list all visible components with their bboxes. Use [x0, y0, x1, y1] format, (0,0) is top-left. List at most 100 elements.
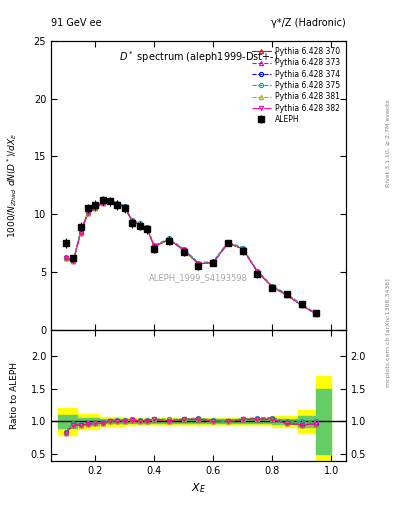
Pythia 6.428 375: [108, 197, 112, 203]
Pythia 6.428 374: [145, 225, 149, 231]
Pythia 6.428 373: [182, 247, 186, 253]
Pythia 6.428 374: [64, 255, 68, 261]
Pythia 6.428 374: [123, 204, 127, 210]
Pythia 6.428 374: [152, 243, 156, 249]
Pythia 6.428 382: [211, 260, 215, 266]
Pythia 6.428 382: [299, 302, 304, 308]
Pythia 6.428 370: [108, 198, 112, 204]
Pythia 6.428 381: [100, 200, 105, 206]
Pythia 6.428 370: [78, 229, 83, 236]
Pythia 6.428 375: [130, 217, 134, 223]
Pythia 6.428 375: [270, 283, 275, 289]
Pythia 6.428 381: [93, 205, 98, 211]
Pythia 6.428 382: [152, 243, 156, 249]
Pythia 6.428 382: [86, 210, 90, 216]
Pythia 6.428 381: [115, 201, 120, 207]
Pythia 6.428 382: [108, 198, 112, 204]
Pythia 6.428 373: [314, 311, 319, 317]
Pythia 6.428 381: [182, 247, 186, 253]
Pythia 6.428 381: [86, 210, 90, 216]
Pythia 6.428 373: [226, 240, 230, 246]
Pythia 6.428 373: [93, 205, 98, 211]
Pythia 6.428 381: [123, 204, 127, 210]
Pythia 6.428 373: [285, 292, 289, 298]
Pythia 6.428 370: [226, 240, 230, 246]
Pythia 6.428 381: [314, 311, 319, 317]
Pythia 6.428 374: [93, 205, 98, 211]
Pythia 6.428 374: [137, 222, 142, 228]
Pythia 6.428 373: [64, 255, 68, 261]
Pythia 6.428 370: [93, 205, 98, 211]
Pythia 6.428 370: [86, 210, 90, 216]
Pythia 6.428 381: [78, 229, 83, 236]
Pythia 6.428 373: [167, 237, 171, 243]
Text: Rivet 3.1.10, ≥ 2.7M events: Rivet 3.1.10, ≥ 2.7M events: [386, 99, 391, 187]
Pythia 6.428 370: [115, 201, 120, 207]
Pythia 6.428 375: [137, 220, 142, 226]
Pythia 6.428 375: [93, 204, 98, 210]
Text: ALEPH_1999_S4193598: ALEPH_1999_S4193598: [149, 273, 248, 282]
X-axis label: $X_E$: $X_E$: [191, 481, 206, 495]
Pythia 6.428 370: [270, 284, 275, 290]
Pythia 6.428 370: [299, 302, 304, 308]
Pythia 6.428 382: [100, 200, 105, 206]
Pythia 6.428 381: [64, 255, 68, 261]
Pythia 6.428 370: [196, 261, 201, 267]
Pythia 6.428 382: [137, 222, 142, 228]
Pythia 6.428 374: [299, 302, 304, 308]
Pythia 6.428 382: [241, 246, 245, 252]
Pythia 6.428 373: [196, 261, 201, 267]
Pythia 6.428 375: [255, 268, 260, 274]
Pythia 6.428 382: [226, 240, 230, 246]
Pythia 6.428 374: [71, 259, 75, 265]
Pythia 6.428 373: [211, 260, 215, 266]
Pythia 6.428 374: [255, 269, 260, 275]
Line: Pythia 6.428 370: Pythia 6.428 370: [64, 199, 318, 316]
Pythia 6.428 373: [270, 284, 275, 290]
Pythia 6.428 374: [270, 284, 275, 290]
Pythia 6.428 375: [299, 301, 304, 307]
Pythia 6.428 382: [255, 269, 260, 275]
Pythia 6.428 374: [115, 201, 120, 207]
Pythia 6.428 375: [145, 224, 149, 230]
Pythia 6.428 373: [255, 269, 260, 275]
Pythia 6.428 374: [86, 210, 90, 216]
Pythia 6.428 375: [182, 246, 186, 252]
Pythia 6.428 375: [285, 291, 289, 297]
Pythia 6.428 373: [145, 225, 149, 231]
Pythia 6.428 382: [145, 225, 149, 231]
Pythia 6.428 375: [64, 254, 68, 260]
Pythia 6.428 374: [167, 237, 171, 243]
Pythia 6.428 374: [182, 247, 186, 253]
Pythia 6.428 370: [255, 269, 260, 275]
Pythia 6.428 373: [123, 204, 127, 210]
Pythia 6.428 374: [78, 229, 83, 236]
Pythia 6.428 375: [241, 245, 245, 251]
Pythia 6.428 381: [167, 237, 171, 243]
Pythia 6.428 381: [196, 261, 201, 267]
Pythia 6.428 370: [71, 259, 75, 265]
Pythia 6.428 374: [130, 218, 134, 224]
Pythia 6.428 370: [100, 200, 105, 206]
Pythia 6.428 381: [241, 246, 245, 252]
Pythia 6.428 382: [270, 284, 275, 290]
Pythia 6.428 382: [71, 259, 75, 265]
Pythia 6.428 374: [226, 240, 230, 246]
Pythia 6.428 382: [115, 201, 120, 207]
Pythia 6.428 370: [145, 225, 149, 231]
Pythia 6.428 370: [167, 237, 171, 243]
Pythia 6.428 373: [137, 222, 142, 228]
Pythia 6.428 375: [86, 209, 90, 215]
Pythia 6.428 381: [270, 284, 275, 290]
Pythia 6.428 374: [285, 292, 289, 298]
Pythia 6.428 373: [100, 200, 105, 206]
Line: Pythia 6.428 374: Pythia 6.428 374: [64, 199, 318, 316]
Pythia 6.428 373: [241, 246, 245, 252]
Pythia 6.428 382: [182, 247, 186, 253]
Pythia 6.428 370: [130, 218, 134, 224]
Pythia 6.428 382: [64, 255, 68, 261]
Pythia 6.428 370: [285, 292, 289, 298]
Pythia 6.428 373: [115, 201, 120, 207]
Pythia 6.428 370: [314, 311, 319, 317]
Pythia 6.428 381: [152, 243, 156, 249]
